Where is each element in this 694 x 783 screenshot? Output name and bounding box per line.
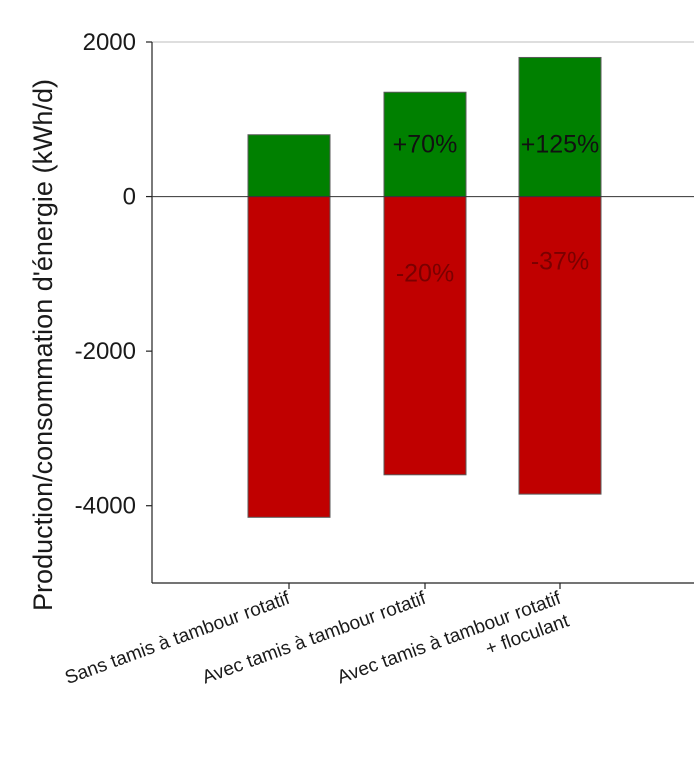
- production-change-label: +70%: [393, 131, 458, 159]
- category-label: Sans tamis à tambour rotatif: [62, 588, 293, 689]
- category-label-line: Sans tamis à tambour rotatif: [62, 588, 293, 689]
- y-axis-label: Production/consommation d'énergie (kWh/d…: [28, 79, 58, 611]
- consumption-bar: [518, 196, 602, 495]
- consumption-change-label: -37%: [531, 248, 589, 276]
- consumption-change-label: -20%: [396, 260, 454, 288]
- consumption-bar: [247, 196, 331, 518]
- production-bar: [247, 134, 331, 198]
- plot-area: 2000 0 -2000 -4000 +70% +125% -20% -37% Sans tam…: [62, 29, 694, 689]
- production-bar: [518, 56, 602, 198]
- y-tick-label: 2000: [83, 29, 136, 56]
- y-tick-label: -2000: [75, 338, 136, 365]
- category-label-line: Avec tamis à tambour rotatif: [200, 588, 430, 689]
- y-tick-label: -4000: [75, 493, 136, 520]
- category-label: Avec tamis à tambour rotatif: [200, 588, 430, 689]
- consumption-bar: [383, 196, 467, 476]
- y-axis-title: Production/consommation d'énergie (kWh/d…: [28, 79, 58, 611]
- y-tick-label: 0: [123, 184, 136, 211]
- production-change-label: +125%: [521, 131, 600, 159]
